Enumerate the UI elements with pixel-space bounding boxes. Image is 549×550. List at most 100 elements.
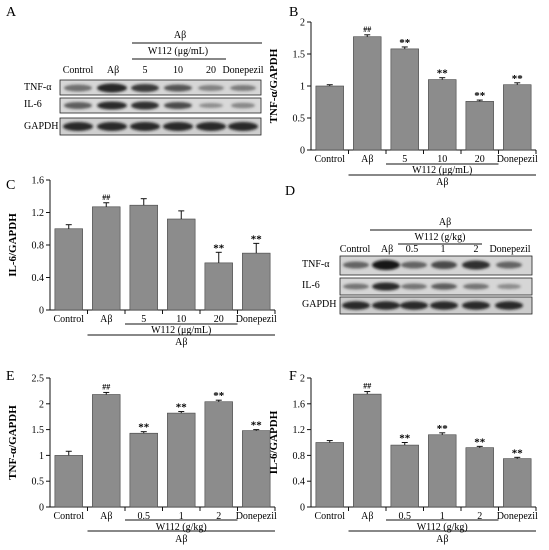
blot-a-bands bbox=[63, 83, 258, 131]
bar bbox=[315, 85, 344, 151]
bar bbox=[54, 455, 83, 508]
band-a-il6-3 bbox=[131, 101, 159, 110]
bar-charts: B00.511.52TNF-α/GAPDHControl##Aβ**5**10*… bbox=[6, 5, 538, 545]
significance-star: ** bbox=[474, 90, 486, 102]
band-a-tnf-5 bbox=[198, 85, 224, 91]
band-a-tnf-1 bbox=[64, 84, 92, 92]
x-tick-label: Donepezil bbox=[497, 511, 538, 522]
group-label: Aβ bbox=[436, 534, 448, 545]
y-axis-label: TNF-α/GAPDH bbox=[7, 405, 19, 480]
bar bbox=[129, 432, 158, 508]
significance-star: ** bbox=[399, 433, 411, 445]
panel-d-blot: D Aβ W112 (g/kg) Control Aβ 0.5 1 2 Done… bbox=[285, 184, 533, 315]
bar bbox=[465, 447, 494, 508]
significance-star: ** bbox=[251, 233, 263, 245]
band-d-tnf-1 bbox=[343, 261, 369, 269]
significance-hash: ## bbox=[363, 382, 371, 391]
panel-letter-b: B bbox=[289, 5, 298, 20]
bar bbox=[503, 458, 532, 508]
x-tick-label: Aβ bbox=[361, 154, 373, 165]
significance-star: ** bbox=[437, 423, 449, 435]
blot-a-lane-20: 20 bbox=[206, 65, 216, 76]
blot-a-row-tnf: TNF-α bbox=[24, 82, 52, 93]
panel-letter-c: C bbox=[6, 178, 15, 193]
band-d-gapdh-4 bbox=[430, 301, 458, 310]
x-tick-label: Donepezil bbox=[497, 154, 538, 165]
significance-hash: ## bbox=[102, 382, 110, 391]
significance-star: ** bbox=[213, 390, 225, 402]
blot-a-row-gapdh: GAPDH bbox=[24, 121, 58, 132]
y-tick-label: 0.4 bbox=[293, 477, 306, 488]
chart-f: F 0 0.4 0.8 1.2 1.6 2 IL-6/GAPDH Control ## Aβ ** 0.… bbox=[268, 369, 538, 545]
blot-a-lane-5: 5 bbox=[143, 65, 148, 76]
blot-a-row-il6: IL-6 bbox=[24, 99, 42, 110]
band-a-gapdh-6 bbox=[228, 122, 258, 131]
band-a-gapdh-3 bbox=[130, 122, 160, 131]
bar bbox=[465, 101, 494, 151]
bar bbox=[204, 262, 233, 311]
treatment-label: W112 (μg/mL) bbox=[151, 325, 211, 336]
y-tick-label: 1.6 bbox=[293, 399, 306, 410]
bar bbox=[92, 206, 121, 311]
blot-d-lane-donepezil: Donepezil bbox=[489, 244, 530, 255]
blot-d-row-gapdh: GAPDH bbox=[302, 299, 336, 310]
band-d-tnf-2 bbox=[372, 260, 400, 270]
group-label: Aβ bbox=[436, 177, 448, 188]
bar bbox=[390, 444, 419, 508]
y-tick-label: 1.2 bbox=[293, 425, 306, 436]
band-a-il6-5 bbox=[199, 103, 223, 108]
significance-star: ** bbox=[251, 420, 263, 432]
band-d-gapdh-1 bbox=[342, 301, 370, 310]
bar bbox=[503, 84, 532, 151]
y-tick-label: 0.8 bbox=[293, 451, 306, 462]
bar bbox=[242, 430, 271, 508]
x-tick-label: Control bbox=[53, 314, 84, 325]
band-d-gapdh-5 bbox=[462, 301, 490, 310]
blot-d-group-label: Aβ bbox=[439, 217, 451, 228]
blot-d-lane-2: 2 bbox=[474, 244, 479, 255]
band-a-tnf-3 bbox=[131, 84, 159, 92]
blot-d-lane-control: Control bbox=[340, 244, 371, 255]
y-tick-label: 2 bbox=[39, 399, 44, 410]
blot-d-row-tnf: TNF-α bbox=[302, 259, 330, 270]
band-d-tnf-6 bbox=[496, 261, 522, 269]
bar bbox=[390, 48, 419, 151]
significance-star: ** bbox=[474, 436, 486, 448]
blot-a-treatment-label: W112 (μg/mL) bbox=[148, 46, 208, 57]
band-a-il6-4 bbox=[164, 102, 192, 109]
x-tick-label: Control bbox=[314, 511, 345, 522]
y-tick-label: 2.5 bbox=[32, 374, 45, 385]
blot-a-lane-abeta: Aβ bbox=[107, 65, 119, 76]
blot-d-lane-05: 0.5 bbox=[406, 244, 419, 255]
bar bbox=[204, 401, 233, 508]
x-tick-label: 2 bbox=[477, 511, 482, 522]
x-tick-label: Control bbox=[314, 154, 345, 165]
y-tick-label: 0.4 bbox=[32, 273, 45, 284]
y-tick-label: 1 bbox=[39, 451, 44, 462]
panel-letter-f: F bbox=[289, 369, 297, 384]
x-tick-label: 20 bbox=[214, 314, 224, 325]
treatment-label: W112 (g/kg) bbox=[417, 522, 468, 533]
y-tick-label: 0.5 bbox=[32, 477, 45, 488]
x-tick-label: 1 bbox=[440, 511, 445, 522]
x-tick-label: Aβ bbox=[100, 511, 112, 522]
y-tick-label: 1.2 bbox=[32, 208, 45, 219]
significance-hash: ## bbox=[102, 193, 110, 202]
y-tick-label: 2 bbox=[300, 374, 305, 385]
x-tick-label: 2 bbox=[216, 511, 221, 522]
band-d-il6-3 bbox=[401, 283, 427, 290]
y-tick-label: 0.5 bbox=[293, 114, 306, 125]
bar bbox=[428, 434, 457, 508]
chart-e: E 0 0.5 1 1.5 2 2.5 TNF-α/GAPDH Control ## Aβ ** 0.5… bbox=[6, 369, 277, 545]
band-d-gapdh-2 bbox=[372, 301, 400, 310]
x-tick-label: 10 bbox=[437, 154, 447, 165]
y-tick-label: 1.6 bbox=[32, 176, 45, 187]
blot-a-lane-control: Control bbox=[63, 65, 94, 76]
band-d-il6-2 bbox=[372, 282, 400, 291]
x-tick-label: 0.5 bbox=[138, 511, 151, 522]
group-label: Aβ bbox=[175, 337, 187, 348]
band-d-il6-4 bbox=[431, 283, 457, 290]
y-tick-label: 1.5 bbox=[32, 425, 45, 436]
band-a-il6-2 bbox=[97, 101, 127, 110]
